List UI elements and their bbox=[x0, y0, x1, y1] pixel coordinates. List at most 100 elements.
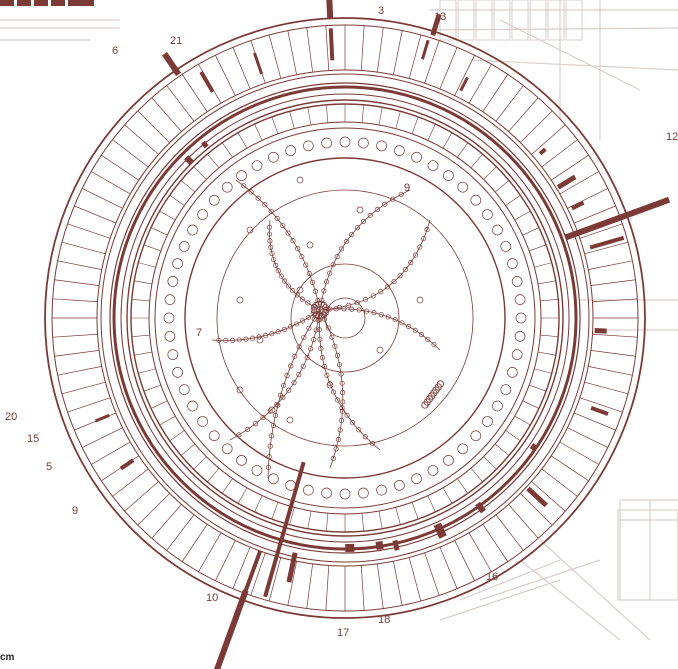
track-label: 9 bbox=[72, 505, 78, 517]
drift-chamber bbox=[167, 276, 179, 287]
track-label: 13 bbox=[434, 11, 446, 23]
inner-segment bbox=[134, 280, 153, 285]
calorimeter-segment bbox=[508, 504, 539, 539]
scattered-hit bbox=[296, 176, 304, 184]
drift-chamber bbox=[492, 400, 503, 412]
vertex-hit bbox=[322, 303, 329, 311]
track-hit bbox=[321, 288, 327, 294]
calorimeter-segment bbox=[482, 524, 509, 562]
calorimeter-segments bbox=[52, 25, 638, 611]
track-hit bbox=[356, 307, 362, 313]
track bbox=[319, 219, 431, 311]
scattered-hit bbox=[326, 381, 334, 389]
calorimeter-segment bbox=[91, 171, 131, 195]
calorimeter-segment bbox=[57, 260, 102, 270]
drift-chamber bbox=[303, 140, 314, 152]
calorimeter-segment bbox=[559, 171, 599, 195]
track-hit bbox=[296, 372, 302, 378]
track-hit bbox=[334, 397, 341, 403]
track-hit bbox=[425, 336, 431, 342]
outgoing-stub bbox=[326, 0, 334, 19]
calorimeter-segment bbox=[592, 333, 638, 338]
track-labels: 3 13 6 21 12 9 7 20 15 5 9 10 16 17 18 bbox=[5, 5, 678, 639]
calorimeter-segment bbox=[151, 504, 182, 539]
track-label: 21 bbox=[170, 35, 182, 47]
inner-segment bbox=[169, 195, 185, 206]
track-hit bbox=[324, 372, 330, 378]
track-hit bbox=[398, 191, 404, 197]
track-hit bbox=[329, 334, 335, 340]
drift-chamber bbox=[172, 258, 183, 269]
track-hit bbox=[266, 454, 272, 460]
track-hit bbox=[223, 337, 229, 344]
calorimeter-segment bbox=[439, 47, 458, 90]
track bbox=[229, 309, 321, 441]
calorimeter-segment bbox=[181, 524, 208, 562]
vertex-hit bbox=[311, 303, 318, 311]
inner-segment bbox=[361, 104, 364, 123]
track-hit bbox=[421, 236, 427, 242]
track-hit bbox=[272, 412, 278, 418]
calorimeter-segment bbox=[61, 241, 106, 255]
calorimeter-segment bbox=[592, 298, 638, 303]
calorimeter-segment bbox=[101, 455, 139, 482]
track-hit bbox=[403, 266, 409, 272]
track-hit bbox=[311, 337, 317, 343]
track-label: 17 bbox=[337, 627, 349, 639]
track-hit bbox=[374, 207, 380, 213]
particle-tracks bbox=[211, 176, 445, 479]
inner-segment bbox=[143, 244, 161, 252]
drift-chamber bbox=[268, 473, 279, 485]
scattered-hit bbox=[246, 226, 254, 234]
track-hit bbox=[312, 288, 318, 294]
track-hit bbox=[334, 353, 340, 359]
inner-segment bbox=[537, 280, 556, 285]
scattered-hit bbox=[268, 406, 276, 414]
energy-deposit bbox=[594, 327, 607, 334]
energy-deposit bbox=[475, 501, 486, 514]
calorimeter-segment bbox=[454, 540, 475, 581]
calorimeter-segment bbox=[377, 563, 384, 609]
track bbox=[319, 309, 344, 469]
track-hit bbox=[280, 394, 286, 401]
calorimeter-segment bbox=[567, 427, 608, 448]
track bbox=[318, 309, 381, 451]
track-hit bbox=[391, 279, 397, 285]
background-block bbox=[547, 0, 565, 41]
track-hit bbox=[378, 289, 384, 295]
track-hit bbox=[274, 215, 280, 221]
track-hit bbox=[266, 231, 273, 237]
calorimeter-segment bbox=[531, 124, 566, 155]
track-hit bbox=[236, 337, 242, 343]
calorimeter-segment bbox=[551, 455, 589, 482]
drift-chamber bbox=[358, 137, 369, 149]
track-label: 15 bbox=[27, 433, 39, 445]
scale-bar-top bbox=[0, 0, 94, 6]
detector-ring bbox=[44, 17, 646, 619]
track-hit bbox=[327, 270, 333, 276]
track-hit bbox=[287, 324, 294, 330]
track-hit bbox=[268, 244, 274, 250]
track-hit bbox=[301, 334, 307, 341]
energy-deposit bbox=[199, 70, 215, 93]
track-hit bbox=[304, 355, 310, 361]
inner-segment bbox=[207, 153, 220, 169]
track-hit bbox=[262, 202, 268, 208]
track-hit bbox=[267, 224, 273, 230]
track-hit bbox=[367, 212, 373, 218]
track-label: 18 bbox=[378, 614, 390, 626]
track-hit bbox=[262, 332, 269, 339]
track-hit bbox=[309, 279, 316, 285]
calorimeter-segment bbox=[393, 561, 403, 606]
inner-segment bbox=[494, 443, 510, 456]
calorimeter-segment bbox=[377, 27, 384, 73]
calorimeter-segment bbox=[215, 55, 236, 96]
inner-segment bbox=[159, 210, 176, 221]
track-hit bbox=[278, 273, 284, 279]
inner-segment bbox=[457, 142, 468, 158]
calorimeter-segment bbox=[250, 552, 266, 596]
calorimeter-segment bbox=[360, 25, 365, 71]
track-hit bbox=[275, 268, 281, 274]
drift-chamber bbox=[172, 367, 183, 378]
